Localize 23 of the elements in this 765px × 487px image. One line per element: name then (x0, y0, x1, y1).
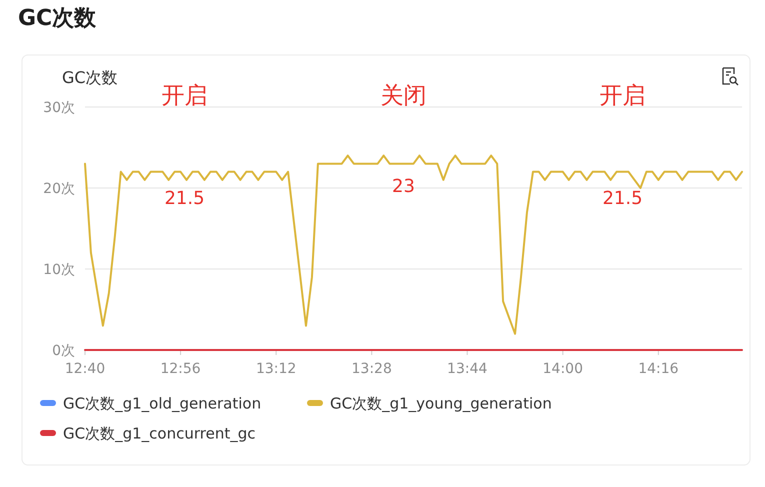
annotation: 开启 (600, 83, 646, 109)
x-tick-label: 12:40 (64, 361, 106, 377)
legend-label: GC次数_g1_concurrent_gc (63, 424, 256, 442)
x-tick-label: 13:28 (352, 361, 392, 377)
annotation: 关闭 (380, 83, 426, 109)
annotation: 开启 (162, 83, 208, 109)
annotation: 21.5 (602, 188, 643, 209)
x-tick-label: 13:44 (447, 361, 488, 377)
y-tick-label: 30次 (43, 100, 75, 116)
x-tick-label: 14:16 (638, 361, 679, 377)
chart-title: GC次数 (18, 6, 98, 31)
annotation: 21.5 (164, 188, 205, 209)
legend-label: GC次数_g1_old_generation (63, 394, 262, 412)
line-series (84, 154, 743, 335)
y-tick-label: 0次 (52, 342, 75, 359)
x-tick-label: 14:00 (542, 361, 583, 377)
chart-subtitle: GC次数 (62, 68, 118, 87)
y-tick-label: 20次 (43, 180, 75, 197)
x-tick-label: 12:56 (160, 361, 201, 377)
annotation: 23 (392, 176, 415, 197)
legend-label: GC次数_g1_young_generation (330, 394, 552, 412)
y-tick-label: 10次 (43, 262, 75, 278)
x-tick-label: 13:12 (256, 361, 296, 377)
